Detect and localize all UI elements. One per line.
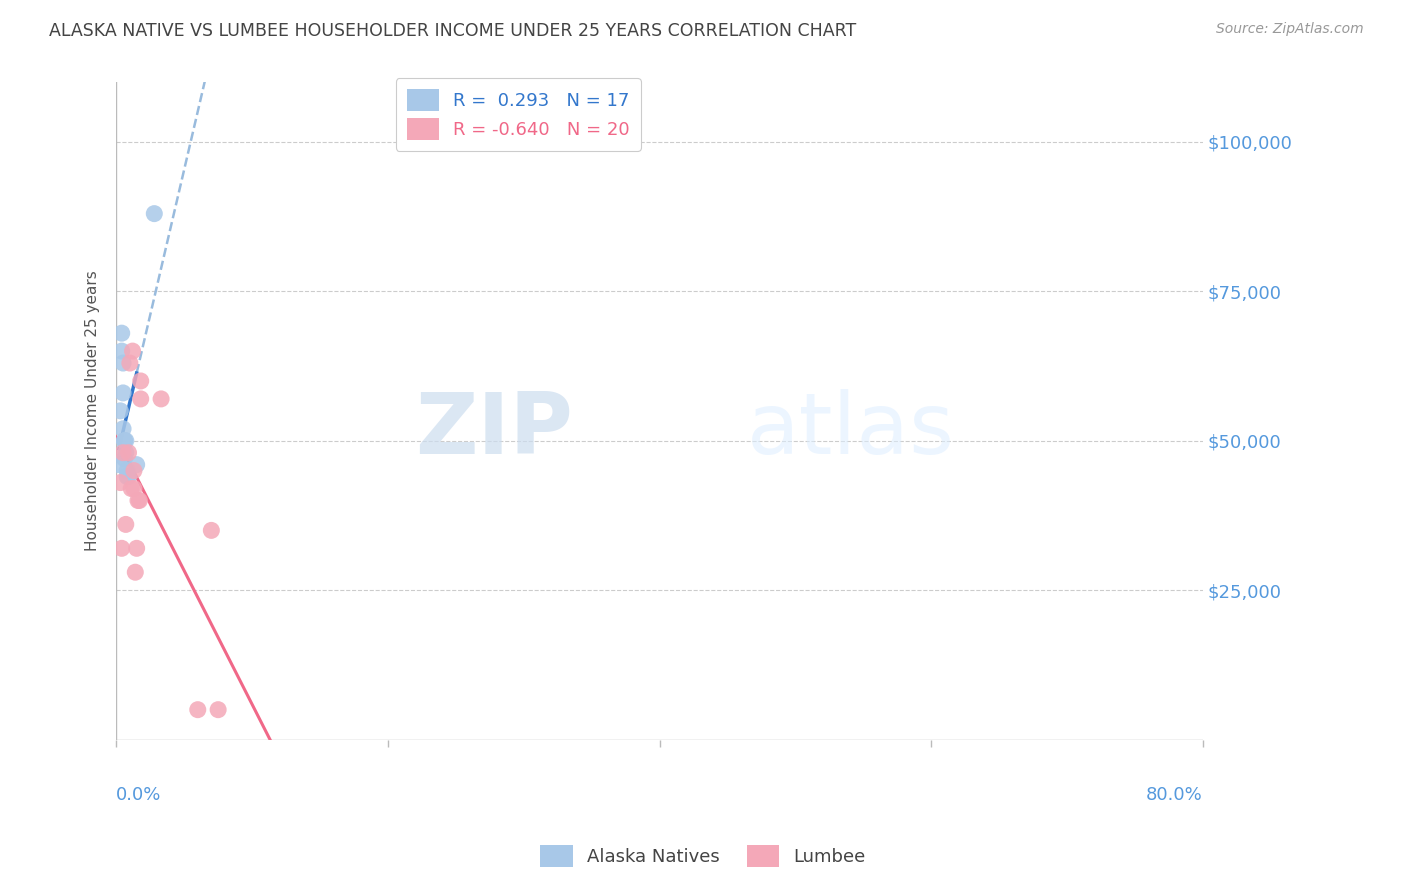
Point — [143, 206, 166, 220]
Point — [108, 458, 131, 472]
Text: 80.0%: 80.0% — [1146, 786, 1204, 804]
Text: Source: ZipAtlas.com: Source: ZipAtlas.com — [1216, 22, 1364, 37]
Point — [110, 475, 132, 490]
Point — [117, 469, 139, 483]
Point — [112, 434, 135, 448]
Point — [112, 434, 135, 448]
Point — [129, 392, 152, 406]
Legend: R =  0.293   N = 17, R = -0.640   N = 20: R = 0.293 N = 17, R = -0.640 N = 20 — [395, 78, 641, 151]
Point — [114, 446, 136, 460]
Point — [112, 422, 135, 436]
Point — [111, 541, 134, 556]
Text: ZIP: ZIP — [415, 389, 572, 472]
Point — [117, 446, 139, 460]
Point — [112, 356, 135, 370]
Point — [115, 464, 138, 478]
Point — [125, 458, 148, 472]
Text: ALASKA NATIVE VS LUMBEE HOUSEHOLDER INCOME UNDER 25 YEARS CORRELATION CHART: ALASKA NATIVE VS LUMBEE HOUSEHOLDER INCO… — [49, 22, 856, 40]
Point — [200, 524, 222, 538]
Point — [114, 434, 136, 448]
Point — [112, 385, 135, 400]
Legend: Alaska Natives, Lumbee: Alaska Natives, Lumbee — [533, 838, 873, 874]
Point — [118, 356, 141, 370]
Y-axis label: Householder Income Under 25 years: Householder Income Under 25 years — [86, 270, 100, 551]
Point — [111, 326, 134, 340]
Point — [111, 344, 134, 359]
Point — [120, 482, 142, 496]
Text: 0.0%: 0.0% — [117, 786, 162, 804]
Point — [128, 493, 150, 508]
Point — [187, 703, 209, 717]
Point — [122, 464, 145, 478]
Point — [112, 446, 135, 460]
Point — [150, 392, 173, 406]
Point — [129, 374, 152, 388]
Point — [112, 451, 135, 466]
Point — [124, 566, 146, 580]
Point — [110, 404, 132, 418]
Point — [207, 703, 229, 717]
Point — [114, 517, 136, 532]
Point — [122, 482, 145, 496]
Point — [125, 541, 148, 556]
Point — [121, 344, 143, 359]
Point — [127, 493, 149, 508]
Text: atlas: atlas — [747, 389, 955, 472]
Point — [115, 469, 138, 483]
